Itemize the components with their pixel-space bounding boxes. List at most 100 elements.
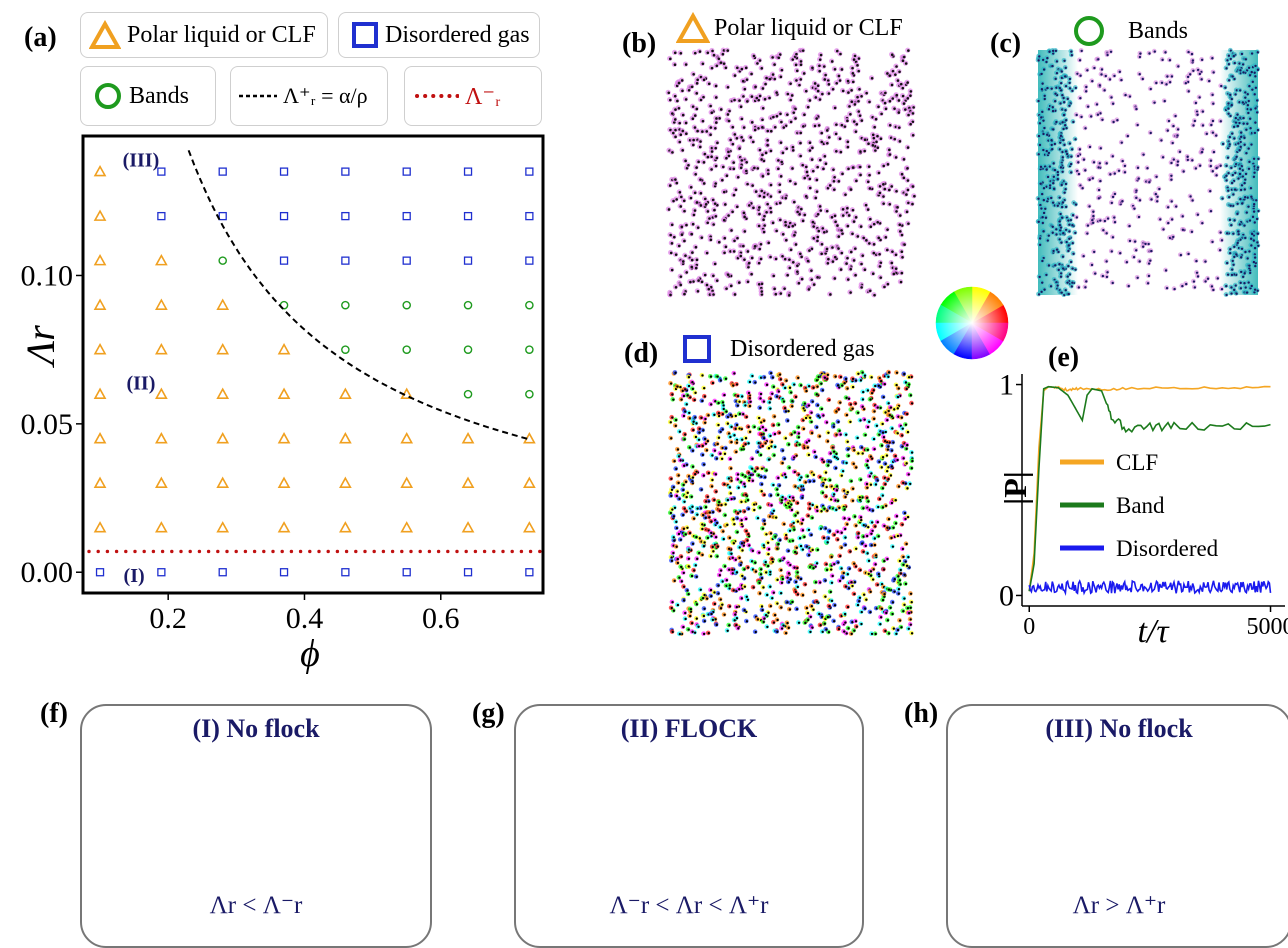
particle <box>899 583 901 585</box>
particle <box>683 586 685 588</box>
particle <box>888 203 891 206</box>
particle <box>897 111 900 114</box>
particle <box>1052 162 1054 164</box>
particle <box>1227 190 1229 192</box>
particle <box>1228 63 1230 65</box>
particle <box>695 92 698 95</box>
particle <box>1242 101 1244 103</box>
particle <box>736 237 739 240</box>
particle <box>691 85 694 88</box>
marker-polar <box>218 434 228 443</box>
particle <box>777 56 780 59</box>
particle <box>1240 287 1242 289</box>
particle <box>1229 252 1231 254</box>
particle <box>857 110 860 113</box>
particle <box>737 176 740 179</box>
particle <box>1037 221 1039 223</box>
particle <box>854 103 857 106</box>
particle <box>909 123 912 126</box>
lambda-minus-dot <box>363 550 366 553</box>
particle <box>901 87 904 90</box>
particle <box>1072 214 1074 216</box>
particle <box>1150 88 1152 90</box>
marker-polar <box>218 389 228 398</box>
particle <box>878 461 880 463</box>
particle <box>1139 56 1141 58</box>
x-tick-label: 0.2 <box>149 602 187 635</box>
particle <box>843 572 845 574</box>
particle <box>1096 103 1098 105</box>
particle <box>1067 219 1069 221</box>
particle <box>870 376 872 378</box>
particle <box>849 268 852 271</box>
particle <box>688 558 690 560</box>
particle <box>1257 129 1259 131</box>
particle <box>871 77 874 80</box>
particle <box>1233 256 1235 258</box>
particle <box>1054 264 1056 266</box>
particle <box>1052 110 1054 112</box>
particle <box>738 546 740 548</box>
particle <box>769 398 771 400</box>
particle <box>1057 171 1059 173</box>
particle <box>777 159 780 162</box>
particle <box>1243 282 1245 284</box>
particle <box>1248 168 1250 170</box>
particle <box>830 556 832 558</box>
lambda-minus-dot <box>409 550 412 553</box>
particle <box>906 81 909 84</box>
particle <box>741 439 743 441</box>
particle <box>685 224 688 227</box>
particle <box>1137 167 1139 169</box>
particle <box>762 218 765 221</box>
particle <box>1257 166 1259 168</box>
particle <box>1037 100 1039 102</box>
particle <box>904 108 907 111</box>
particle <box>779 219 782 222</box>
particle <box>792 149 795 152</box>
particle <box>840 252 843 255</box>
particle <box>686 589 688 591</box>
particle <box>735 451 737 453</box>
particle <box>1060 291 1062 293</box>
particle <box>890 474 892 476</box>
lambda-minus-dot <box>179 550 182 553</box>
particle <box>1063 191 1065 193</box>
particle <box>726 174 729 177</box>
particle <box>897 575 899 577</box>
particle <box>879 276 882 279</box>
particle <box>1177 128 1179 130</box>
particle <box>844 536 846 538</box>
particle <box>907 222 910 225</box>
particle <box>736 531 738 533</box>
particle <box>770 195 773 198</box>
particle <box>1250 108 1252 110</box>
particle <box>1167 129 1169 131</box>
particle <box>912 185 915 188</box>
particle <box>1129 240 1131 242</box>
particle <box>683 415 685 417</box>
particle <box>775 91 778 94</box>
particle <box>1046 134 1048 136</box>
particle <box>865 92 868 95</box>
particle <box>846 414 848 416</box>
particle <box>1098 197 1100 199</box>
particle <box>699 178 702 181</box>
particle <box>690 233 693 236</box>
particle <box>766 139 769 142</box>
particle <box>1254 247 1256 249</box>
particle <box>882 487 884 489</box>
particle <box>715 121 718 124</box>
particle <box>1164 51 1166 53</box>
particle <box>693 214 696 217</box>
particle <box>1093 67 1095 69</box>
particle <box>819 435 821 437</box>
particle <box>847 225 850 228</box>
particle <box>880 137 883 140</box>
particle <box>720 504 722 506</box>
particle <box>755 97 758 100</box>
particle <box>782 233 785 236</box>
particle <box>760 393 762 395</box>
particle <box>723 191 726 194</box>
particle <box>811 158 814 161</box>
